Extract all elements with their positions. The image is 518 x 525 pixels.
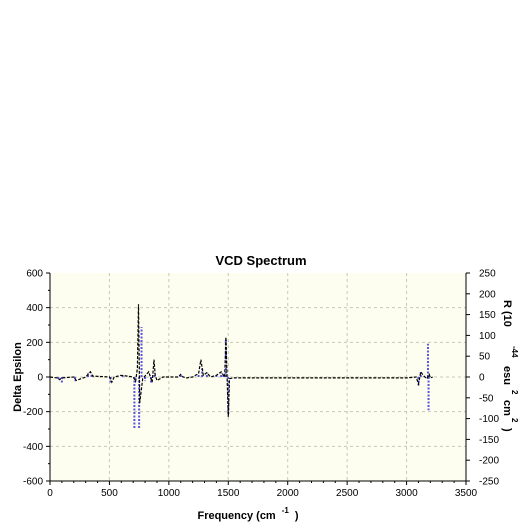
x-tick-label: 2500 [336,488,359,499]
x-tick-label: 2000 [277,488,300,499]
x-tick-label: 3500 [455,488,478,499]
right-tick-label: 50 [479,352,491,363]
left-tick-label: -400 [23,442,43,453]
right-axis-label-part: 2 [510,418,518,423]
x-tick-label: 0 [47,488,53,499]
x-axis-label-sup: -1 [282,506,290,515]
right-tick-label: 150 [479,310,496,321]
right-axis-label-part: -44 [510,346,518,358]
right-tick-label: -250 [479,477,499,488]
right-tick-label: -150 [479,435,499,446]
left-tick-label: 600 [26,269,43,280]
left-tick-label: -200 [23,407,43,418]
right-axis-label-part: esu [501,366,513,385]
right-tick-label: 0 [479,373,485,384]
chart-title: VCD Spectrum [215,253,306,268]
x-tick-label: 3000 [395,488,418,499]
spectrum-line [49,304,433,417]
right-axis-label-part: 2 [510,390,518,395]
x-tick-label: 500 [101,488,118,499]
right-axis-label: R (10 -44 esu 2 cm 2 ) [501,300,518,432]
left-tick-label: 200 [26,338,43,349]
left-tick-label: 400 [26,303,43,314]
right-axis-ticks: -250 -200 -150 -100 -50 0 50 100 150 200 250 [466,269,499,488]
left-axis-ticks: -600 -400 -200 0 200 400 600 [23,269,50,488]
right-tick-label: 100 [479,331,496,342]
right-tick-label: -100 [479,414,499,425]
right-axis-label-part: R (10 [501,300,513,327]
right-tick-label: 250 [479,269,496,280]
plot-area [50,273,466,481]
x-tick-label: 1500 [217,488,240,499]
x-axis-label: Frequency (cm -1) [197,506,298,522]
right-tick-label: 200 [479,289,496,300]
left-axis-label: Delta Epsilon [12,342,24,412]
left-tick-label: -600 [23,477,43,488]
x-tick-label: 1000 [158,488,181,499]
x-axis-label-end: ) [295,510,299,522]
x-axis-label-main: Frequency (cm [197,510,275,522]
right-tick-label: -200 [479,456,499,467]
right-axis-label-part: ) [501,428,513,432]
left-tick-label: 0 [37,373,43,384]
right-tick-label: -50 [479,393,494,404]
x-axis-ticks: 0 500 1000 1500 2000 2500 3000 3500 [47,481,478,499]
right-axis-label-part: cm [501,400,513,416]
